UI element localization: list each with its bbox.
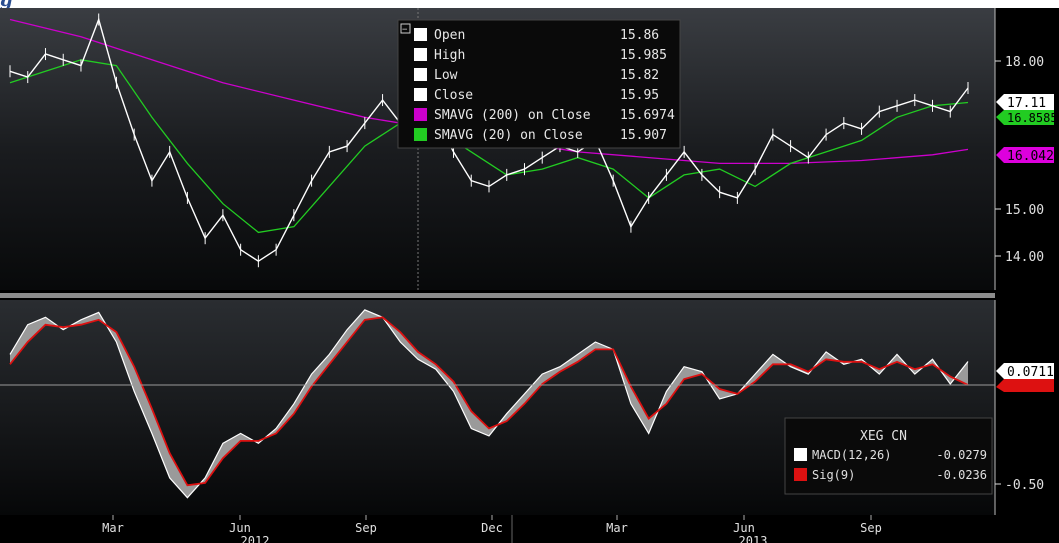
price-y-tick-1800: 18.00 [995,55,1044,70]
price-y-tick-label: 14.00 [1005,250,1044,265]
axis-gutter [995,8,1059,543]
sma200-badge: 16.0427 [996,147,1059,164]
legend-swatch [414,68,427,81]
macd-legend-ticker: XEG CN [860,429,907,444]
macd-legend-value: -0.0279 [936,448,987,462]
macd-signal-badge [996,379,1054,392]
month-label: Dec [481,521,503,535]
sig-legend-row: Sig(9) -0.0236 [794,468,987,482]
legend-label: High [434,48,465,63]
legend-collapse-glyph: − [402,25,408,35]
legend-label: SMAVG (200) on Close [434,108,591,123]
chart-title-fragment: g [0,0,13,8]
month-label: Sep [860,521,882,535]
last-price-badge: 17.11 [996,94,1054,111]
legend-value: 15.907 [620,128,667,143]
legend-label: Close [434,88,473,103]
legend-value: 15.95 [620,88,659,103]
panel-separator [0,293,995,298]
title-banner: g [0,0,1059,8]
macd-legend[interactable]: XEG CN MACD(12,26) -0.0279 Sig(9) -0.023… [784,417,993,495]
sig-legend-label: Sig(9) [812,468,855,482]
legend-label: Low [434,68,458,83]
sma20-value: 16.8585 [1007,111,1058,125]
legend-swatch [414,108,427,121]
legend-swatch [414,28,427,41]
macd-legend-row: MACD(12,26) -0.0279 [794,448,987,462]
legend-swatch [414,128,427,141]
macd-area-series [9,309,969,499]
legend-collapse-button[interactable] [400,23,411,34]
sma20-badge: 16.8585 [996,110,1058,125]
macd-line [9,309,969,499]
sma200-value: 16.0427 [1007,149,1059,164]
month-label: Mar [102,521,124,535]
sig-legend-value: -0.0236 [936,468,987,482]
price-y-tick-1400: 14.00 [995,250,1044,265]
macd-legend-label: MACD(12,26) [812,448,891,462]
month-label: Jun [229,521,251,535]
sig-swatch [794,468,807,481]
year-label: 2013 [739,534,768,543]
legend-label: Open [434,28,465,43]
price-y-tick-label: 18.00 [1005,55,1044,70]
legend-value: 15.86 [620,28,659,43]
price-y-tick-label: 15.00 [1005,203,1044,218]
month-label: Jun [733,521,755,535]
legend-swatch [414,48,427,61]
signal-line [9,316,969,487]
legend-value: 15.6974 [620,108,675,123]
legend-swatch [414,88,427,101]
legend-label: SMAVG (20) on Close [434,128,583,143]
legend-value: 15.985 [620,48,667,63]
macd-y-tick-neg050: -0.50 [995,478,1044,493]
macd-y-tick-label: -0.50 [1005,478,1044,493]
price-legend-rows: Open 15.86 High 15.985 Low 15.82 Close 15.95 SMA… [414,28,675,143]
year-label: 2012 [241,534,270,543]
month-label: Mar [606,521,628,535]
macd-swatch [794,448,807,461]
price-legend-box [397,19,681,149]
price-legend[interactable]: − Open 15.86 High 15.985 Low 15.82 Close 15.95 S… [397,19,681,149]
macd-last-badge: 0.0711 [996,363,1054,380]
price-y-tick-1500: 15.00 [995,203,1044,218]
macd-legend-box [784,417,993,495]
legend-value: 15.82 [620,68,659,83]
x-axis: Mar Jun Sep Dec Mar Jun Sep 2012 2013 [102,515,882,543]
month-label: Sep [355,521,377,535]
macd-last-value: 0.0711 [1007,365,1054,380]
last-price-value: 17.11 [1007,96,1046,111]
